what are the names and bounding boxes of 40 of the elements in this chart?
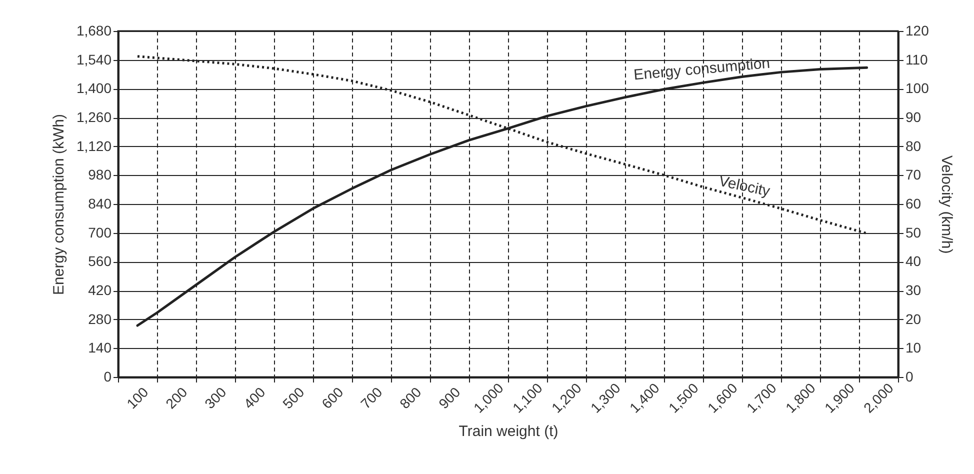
x-tick-label: 300 [201, 384, 230, 412]
y-tick-label: 700 [88, 224, 112, 240]
y2-tick-label: 30 [906, 282, 922, 298]
y2-tick-label: 110 [906, 51, 928, 68]
y2-tick-label: 50 [906, 224, 922, 240]
y-tick-label: 840 [88, 196, 112, 212]
y2-tick-label: 70 [906, 166, 922, 183]
y2-axis-title: Velocity (km/h) [938, 155, 955, 254]
x-tick-label: 600 [318, 384, 346, 412]
x-tick-label: 200 [162, 384, 190, 412]
series-label: Energy consumption [632, 54, 771, 84]
y2-tick-label: 40 [906, 253, 922, 270]
y-tick-label: 1,400 [76, 80, 112, 96]
y2-tick-label: 20 [906, 310, 922, 327]
x-tick-label: 100 [123, 384, 152, 412]
y-tick-label: 1,540 [76, 51, 112, 68]
y-tick-label: 1,120 [76, 138, 112, 154]
x-tick-label: 900 [435, 384, 464, 412]
y-tick-label: 420 [88, 282, 112, 298]
y-axis-title: Energy consumption (kWh) [50, 114, 68, 295]
y-tick-label: 980 [88, 166, 112, 183]
y-tick-label: 0 [104, 368, 112, 384]
y2-tick-label: 90 [906, 109, 922, 125]
x-tick-label: 800 [396, 384, 424, 412]
y-tick-label: 140 [88, 340, 112, 356]
y2-tick-label: 60 [906, 196, 922, 212]
y-tick-label: 1,260 [76, 109, 112, 125]
y2-tick-label: 10 [906, 340, 922, 356]
y2-tick-label: 0 [906, 368, 914, 384]
text: Velocity [717, 172, 772, 200]
x-tick-label: 500 [279, 384, 308, 412]
y-tick-label: 560 [88, 253, 112, 270]
y-tick-label: 280 [88, 310, 112, 327]
y2-tick-label: 80 [906, 138, 922, 154]
y2-tick-label: 120 [906, 22, 930, 38]
x-tick-label: 400 [240, 384, 268, 412]
x-axis-title: Train weight (t) [458, 422, 558, 440]
y-tick-label: 1,680 [76, 22, 112, 38]
x-tick-label: 700 [357, 384, 386, 412]
y2-tick-label: 100 [906, 80, 930, 96]
